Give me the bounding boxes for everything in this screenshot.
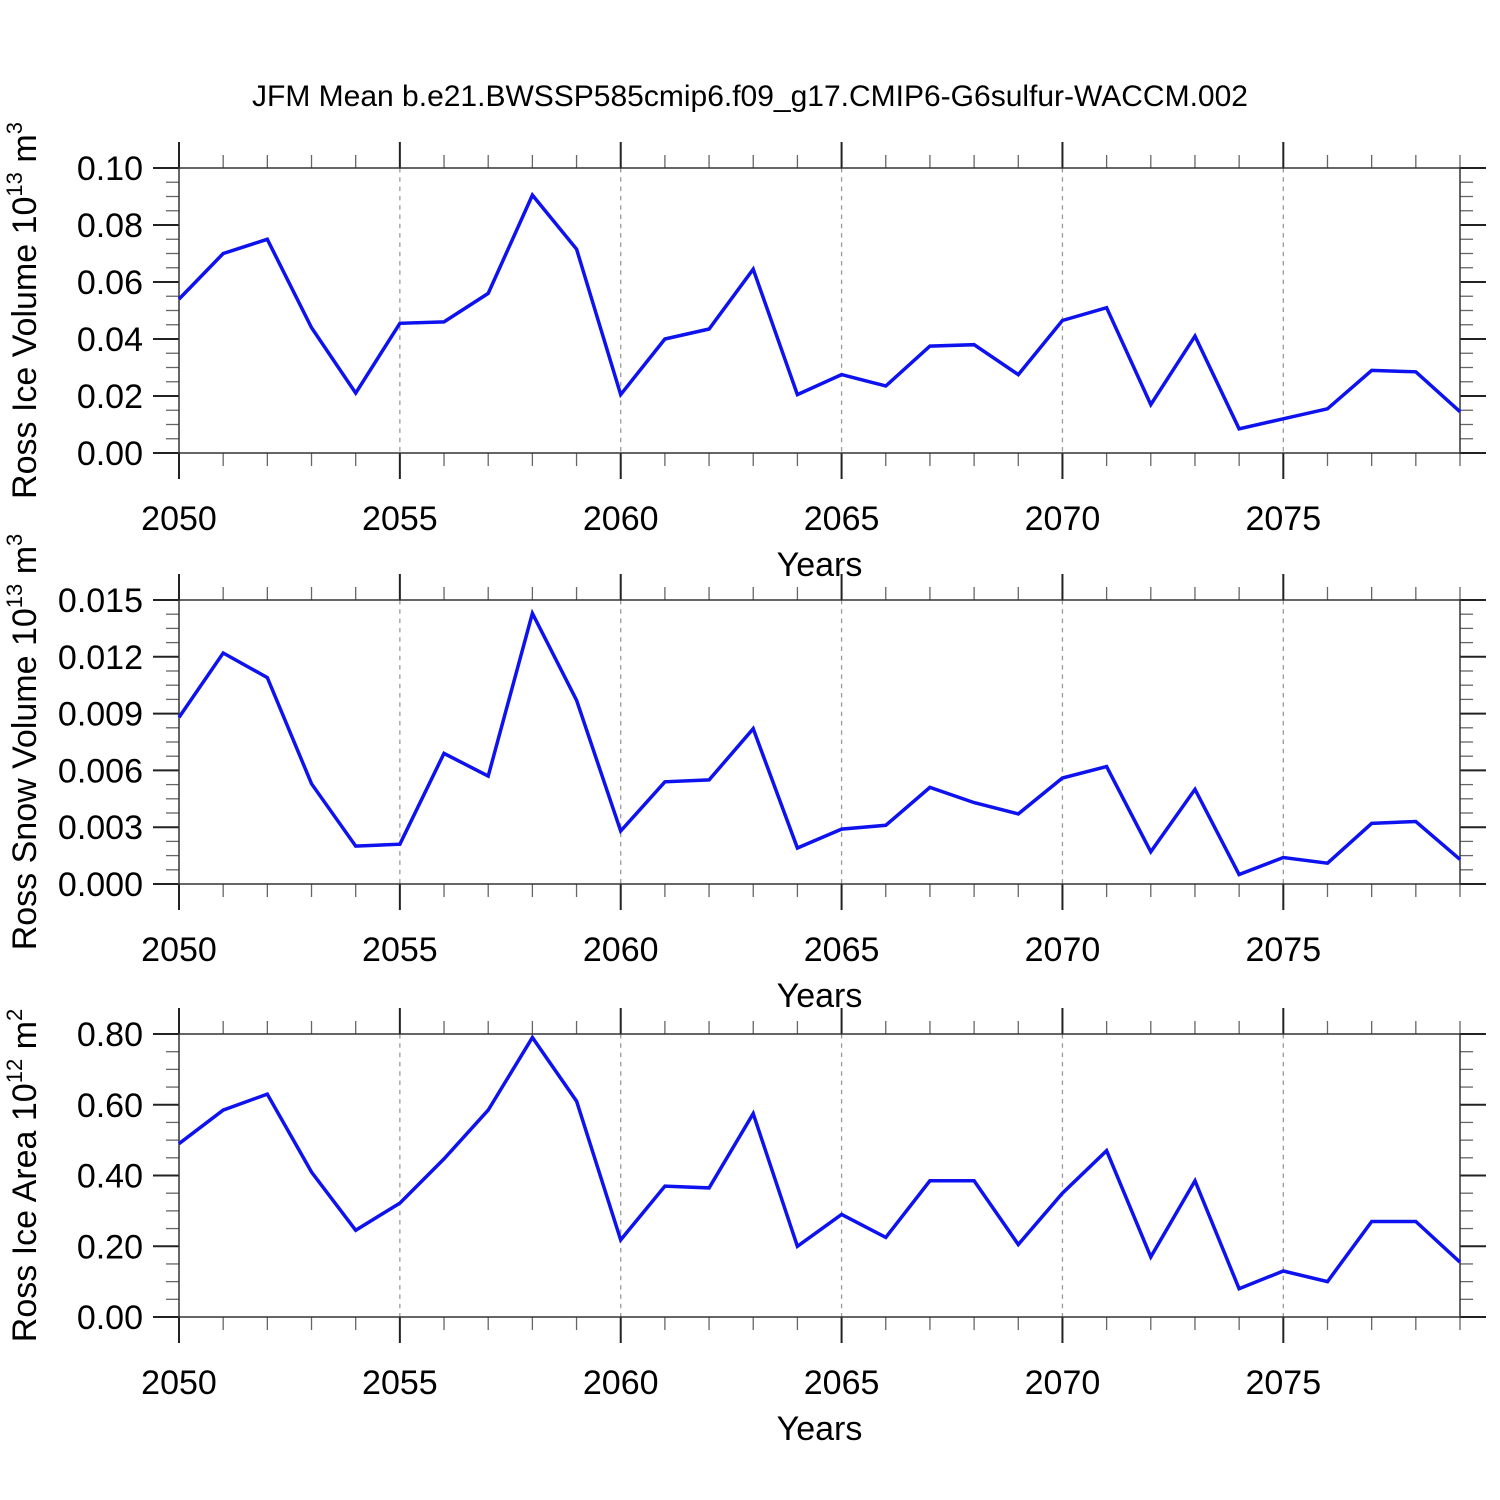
gridlines: [399, 1034, 1284, 1317]
x-tick-label: 2065: [804, 931, 880, 969]
y-ticks: [153, 1033, 1486, 1318]
x-tick-label: 2070: [1025, 500, 1101, 538]
x-ticks: [178, 574, 1461, 910]
y-tick-labels: 0.000 0.003 0.006 0.009 0.012 0.015: [58, 582, 143, 904]
y-tick-label: 0.08: [77, 207, 143, 245]
panel-ice-area: 0.00 0.20 0.40 0.60 0.80 2050 2055 2060 2065 2070…: [2, 1008, 1486, 1402]
plot-box: [178, 167, 1461, 454]
y-tick-label: 0.012: [58, 639, 143, 677]
figure-title: JFM Mean b.e21.BWSSP585cmip6.f09_g17.CMI…: [252, 80, 1248, 113]
y-ticks: [153, 599, 1486, 885]
y-tick-label: 0.006: [58, 752, 143, 790]
ice-volume-series-line: [177, 191, 1462, 431]
y-axis-title: Ross Ice Volume 1013​ m3​: [2, 122, 44, 499]
x-tick-label: 2075: [1245, 931, 1321, 969]
y-tick-label: 0.04: [77, 321, 143, 359]
y-ticks: [153, 167, 1486, 454]
y-tick-label: 0.00: [77, 435, 143, 473]
x-axis-title-panel-2: Years: [776, 977, 863, 1015]
x-tick-labels: 2050 2055 2060 2065 2070 2075: [141, 1364, 1321, 1402]
x-tick-label: 2060: [583, 1364, 659, 1402]
panel-ice-volume: 0.00 0.02 0.04 0.06 0.08 0.10 2050 2055 2060 2065…: [2, 122, 1486, 538]
x-tick-label: 2055: [362, 500, 438, 538]
y-tick-label: 0.015: [58, 582, 143, 620]
plot-box: [178, 599, 1461, 885]
y-tick-labels: 0.00 0.02 0.04 0.06 0.08 0.10: [77, 150, 143, 473]
y-tick-label: 0.60: [77, 1087, 143, 1125]
x-tick-label: 2060: [583, 500, 659, 538]
x-tick-label: 2065: [804, 1364, 880, 1402]
y-tick-label: 0.06: [77, 264, 143, 302]
x-axis-title-panel-3: Years: [776, 1410, 863, 1448]
x-tick-labels: 2050 2055 2060 2065 2070 2075: [141, 931, 1321, 969]
y-tick-label: 0.40: [77, 1158, 143, 1196]
x-tick-label: 2060: [583, 931, 659, 969]
y-tick-label: 0.000: [58, 866, 143, 904]
y-tick-label: 0.003: [58, 809, 143, 847]
x-tick-label: 2065: [804, 500, 880, 538]
y-tick-label: 0.20: [77, 1228, 143, 1266]
y-tick-label: 0.009: [58, 696, 143, 734]
y-tick-label: 0.02: [77, 378, 143, 416]
ice-area-series-line: [177, 1034, 1462, 1291]
y-tick-labels: 0.00 0.20 0.40 0.60 0.80: [77, 1016, 143, 1337]
x-ticks: [178, 142, 1461, 479]
x-tick-labels: 2050 2055 2060 2065 2070 2075: [141, 500, 1321, 538]
y-axis-title: Ross Snow Volume 1013​ m3​: [2, 534, 44, 951]
x-tick-label: 2055: [362, 931, 438, 969]
x-tick-label: 2075: [1245, 500, 1321, 538]
x-tick-label: 2055: [362, 1364, 438, 1402]
y-axis-title: Ross Ice Area 1012​ m2​: [2, 1009, 44, 1342]
y-tick-label: 0.00: [77, 1299, 143, 1337]
x-tick-label: 2070: [1025, 1364, 1101, 1402]
x-tick-label: 2070: [1025, 931, 1101, 969]
x-tick-label: 2075: [1245, 1364, 1321, 1402]
x-tick-label: 2050: [141, 500, 217, 538]
y-tick-label: 0.10: [77, 150, 143, 188]
x-axis-title-panel-1: Years: [776, 546, 863, 584]
x-tick-label: 2050: [141, 1364, 217, 1402]
gridlines: [399, 600, 1284, 884]
plot-box: [178, 1033, 1461, 1318]
x-ticks: [178, 1008, 1461, 1343]
snow-volume-series-line: [177, 608, 1462, 877]
y-tick-label: 0.80: [77, 1016, 143, 1054]
x-tick-label: 2050: [141, 931, 217, 969]
gridlines: [399, 168, 1284, 453]
